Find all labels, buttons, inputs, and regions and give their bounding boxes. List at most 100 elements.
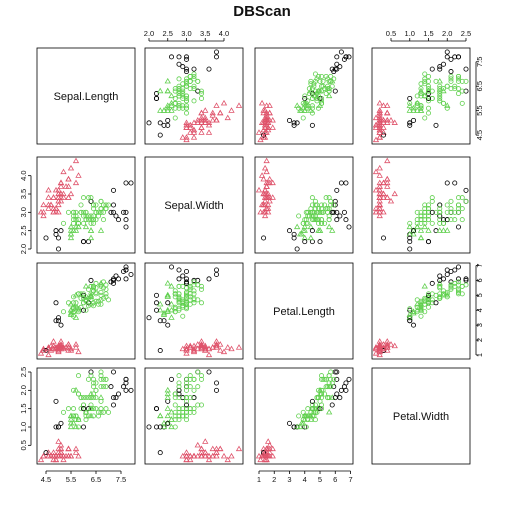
tick-label: 5 (475, 293, 484, 297)
data-point (37, 350, 45, 356)
data-point (103, 384, 109, 390)
data-point (195, 88, 201, 94)
data-point (187, 78, 193, 84)
data-point (264, 190, 272, 197)
data-point (297, 423, 304, 430)
data-point (58, 420, 64, 426)
data-point (309, 122, 315, 128)
data-point (421, 92, 428, 99)
data-point (83, 417, 89, 423)
data-point (106, 202, 112, 208)
data-point (437, 202, 443, 208)
data-point (406, 107, 413, 113)
data-point (78, 395, 84, 401)
data-point (72, 341, 80, 347)
data-point (65, 341, 72, 347)
data-point (168, 306, 175, 313)
data-point (414, 209, 420, 215)
data-point (320, 376, 326, 382)
data-point (176, 417, 182, 423)
data-point (183, 384, 189, 390)
data-point (306, 413, 312, 419)
data-point (287, 228, 293, 234)
data-point (380, 124, 387, 130)
data-point (391, 190, 398, 197)
data-point (81, 406, 87, 412)
data-point (179, 452, 186, 459)
data-point (314, 91, 320, 97)
tick-label: 3 (475, 323, 484, 327)
data-point (83, 294, 89, 300)
data-point (72, 423, 80, 430)
data-point (425, 78, 431, 84)
data-point (67, 347, 75, 353)
data-point (269, 194, 276, 200)
data-point (260, 175, 267, 182)
tick-label: 4.5 (475, 130, 484, 140)
data-point (121, 268, 127, 274)
data-point (303, 424, 309, 430)
data-point (86, 406, 92, 412)
data-point (198, 345, 205, 352)
data-point (81, 213, 87, 219)
data-point (220, 452, 228, 459)
tick-label: 5.5 (475, 105, 484, 115)
data-point (168, 99, 175, 106)
data-point (45, 201, 52, 208)
data-point (194, 345, 201, 352)
data-point (213, 117, 220, 123)
data-point (205, 456, 213, 463)
data-point (326, 92, 333, 99)
data-point (183, 110, 189, 116)
data-point (459, 88, 465, 94)
data-point (82, 282, 90, 289)
data-point (67, 300, 75, 307)
tick-label: 6.5 (475, 81, 484, 91)
data-point (121, 384, 127, 390)
data-point (263, 112, 270, 118)
data-point (425, 206, 431, 212)
data-point (414, 99, 421, 106)
data-point (459, 217, 465, 223)
data-point (164, 394, 171, 400)
data-point (455, 276, 461, 282)
data-point (376, 345, 383, 352)
panel-frame (36, 156, 136, 254)
data-point (187, 456, 194, 463)
data-point (410, 230, 417, 237)
data-point (111, 402, 117, 408)
data-point (190, 134, 198, 140)
data-point (314, 95, 320, 101)
data-point (376, 212, 383, 219)
data-point (52, 205, 60, 211)
data-point (198, 124, 205, 130)
data-point (296, 413, 302, 419)
data-point (376, 112, 383, 118)
data-point (81, 220, 87, 226)
data-point (448, 86, 454, 92)
data-point (172, 391, 178, 397)
data-point (183, 124, 190, 130)
data-point (325, 76, 331, 82)
data-point (261, 450, 267, 456)
data-point (57, 344, 65, 350)
data-point (180, 406, 186, 412)
data-point (406, 223, 413, 230)
data-point (301, 223, 308, 230)
data-point (176, 395, 182, 401)
data-point (191, 387, 197, 393)
data-point (455, 76, 461, 82)
data-point (343, 180, 349, 186)
data-point (459, 195, 465, 201)
data-point (57, 183, 65, 189)
data-point (372, 186, 380, 193)
data-point (448, 283, 454, 289)
data-point (452, 83, 458, 89)
data-point (422, 71, 428, 77)
data-point (407, 100, 413, 106)
data-point (183, 93, 189, 99)
data-point (376, 117, 383, 123)
data-point (195, 402, 201, 408)
data-point (57, 194, 65, 200)
data-point (452, 267, 458, 273)
